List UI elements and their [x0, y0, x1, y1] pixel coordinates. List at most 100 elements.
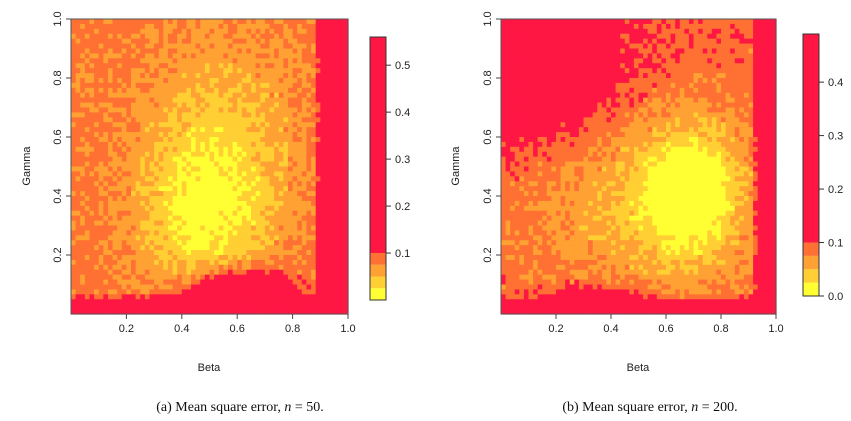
heatmap-cell	[204, 127, 211, 133]
heatmap-cell	[698, 107, 704, 114]
heatmap-cell	[551, 117, 557, 123]
heatmap-cell	[306, 63, 312, 69]
heatmap-cell	[117, 309, 123, 315]
heatmap-cell	[753, 23, 759, 30]
heatmap-cell	[218, 23, 224, 30]
heatmap-cell	[292, 78, 298, 84]
heatmap-cell	[200, 137, 206, 143]
heatmap-cell	[269, 141, 275, 148]
heatmap-cell	[615, 58, 621, 64]
heatmap-cell	[611, 19, 617, 25]
heatmap-cell	[287, 166, 294, 173]
heatmap-cell	[89, 181, 95, 187]
heatmap-cell	[578, 33, 585, 40]
heatmap-cell	[287, 309, 294, 315]
heatmap-cell	[84, 200, 91, 207]
heatmap-cell	[343, 176, 349, 182]
heatmap-cell	[80, 102, 86, 109]
heatmap-cell	[324, 127, 331, 133]
heatmap-cell	[615, 43, 621, 50]
heatmap-cell	[232, 225, 238, 232]
heatmap-cell	[762, 117, 768, 123]
heatmap-cell	[574, 117, 580, 123]
heatmap-cell	[241, 205, 248, 212]
heatmap-cell	[324, 28, 331, 35]
heatmap-cell	[606, 73, 612, 79]
heatmap-cell	[748, 87, 754, 94]
heatmap-cell	[214, 259, 220, 266]
heatmap-cell	[546, 102, 553, 109]
heatmap-cell	[218, 289, 224, 295]
heatmap-cell	[292, 156, 298, 163]
heatmap-cell	[121, 63, 127, 69]
heatmap-cell	[260, 245, 266, 251]
heatmap-cell	[126, 269, 132, 276]
heatmap-cell	[98, 33, 104, 40]
heatmap-cell	[269, 269, 275, 276]
heatmap-cell	[140, 294, 146, 300]
heatmap-cell	[167, 186, 174, 192]
heatmap-cell	[98, 255, 104, 261]
heatmap-cell	[297, 161, 303, 168]
heatmap-cell	[269, 53, 275, 59]
heatmap-cell	[297, 63, 303, 69]
heatmap-cell	[177, 132, 183, 138]
heatmap-cell	[126, 43, 132, 50]
heatmap-cell	[766, 53, 773, 59]
heatmap-cell	[191, 53, 197, 59]
heatmap-cell	[656, 48, 663, 55]
heatmap-cell	[546, 107, 553, 114]
heatmap-cell	[260, 146, 266, 153]
heatmap-cell	[292, 33, 298, 40]
heatmap-cell	[200, 235, 206, 241]
heatmap-cell	[218, 132, 224, 138]
heatmap-cell	[246, 166, 252, 173]
heatmap-cell	[638, 117, 644, 123]
heatmap-cell	[716, 122, 722, 128]
heatmap-cell	[311, 230, 317, 236]
heatmap-cell	[730, 92, 736, 99]
heatmap-cell	[144, 299, 151, 305]
heatmap-cell	[195, 220, 201, 227]
heatmap-cell	[71, 161, 77, 168]
heatmap-cell	[214, 43, 220, 50]
heatmap-cell	[698, 117, 704, 123]
heatmap-cell	[505, 127, 511, 133]
heatmap-cell	[135, 176, 141, 182]
heatmap-cell	[195, 245, 201, 251]
heatmap-cell	[232, 127, 238, 133]
heatmap-cell	[287, 33, 294, 40]
heatmap-cell	[329, 245, 335, 251]
heatmap-cell	[241, 112, 248, 118]
heatmap-cell	[297, 176, 303, 182]
heatmap-cell	[186, 230, 192, 236]
heatmap-cell	[71, 92, 77, 99]
heatmap-cell	[766, 97, 773, 104]
heatmap-cell	[274, 33, 280, 40]
heatmap-cell	[121, 171, 127, 177]
heatmap-cell	[551, 33, 557, 40]
heatmap-cell	[606, 117, 612, 123]
heatmap-cell	[269, 235, 275, 241]
heatmap-cell	[140, 235, 146, 241]
heatmap-cell	[666, 68, 672, 74]
heatmap-cell	[324, 117, 331, 123]
heatmap-cell	[287, 171, 294, 177]
heatmap-cell	[144, 107, 151, 114]
heatmap-cell	[329, 304, 335, 310]
heatmap-cell	[292, 289, 298, 295]
heatmap-cell	[311, 309, 317, 315]
heatmap-cell	[154, 141, 160, 148]
heatmap-cell	[181, 73, 188, 79]
heatmap-cell	[597, 97, 603, 104]
heatmap-cell	[195, 294, 201, 300]
heatmap-cell	[297, 250, 303, 256]
heatmap-cell	[542, 48, 548, 55]
heatmap-cell	[103, 230, 109, 236]
heatmap-cell	[716, 97, 722, 104]
heatmap-cell	[112, 166, 118, 173]
heatmap-cell	[135, 53, 141, 59]
heatmap-cell	[320, 205, 326, 212]
heatmap-cell	[615, 82, 621, 89]
heatmap-cell	[338, 235, 344, 241]
